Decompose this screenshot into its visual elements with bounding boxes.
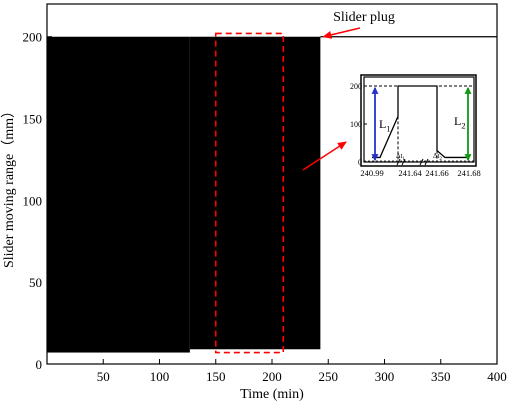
- x-tick-label: 250: [319, 369, 339, 384]
- y-tick-label: 100: [23, 193, 43, 208]
- x-tick-label: 300: [375, 369, 395, 384]
- x-tick-label: 100: [150, 369, 170, 384]
- series-0-band-0: [47, 36, 190, 353]
- x-tick-label: 150: [206, 369, 226, 384]
- x-axis-label: Time (min): [240, 387, 304, 402]
- x-tick-label: 200: [262, 369, 282, 384]
- main-axis-ticks: 50 100 150 200 250 300 350 400 0 50 100 150 200: [23, 30, 507, 384]
- slider-plug-arrow: [322, 27, 361, 39]
- zoom-arrow: [302, 141, 347, 171]
- inset-y-tick-label: 200: [350, 82, 362, 91]
- inset-dt1-label: Δt1: [396, 152, 405, 162]
- series-0-band-1: [189, 36, 321, 350]
- x-tick-label: 400: [487, 369, 507, 384]
- inset-x-tick-label: 241.66: [425, 168, 448, 178]
- inset-x-tick-label: 241.68: [457, 168, 480, 178]
- y-tick-label: 0: [36, 357, 43, 372]
- y-tick-label: 200: [23, 30, 43, 45]
- inset-y-tick-label: 0: [358, 158, 362, 167]
- inset-L2-label: L2: [454, 114, 466, 131]
- inset-background: [360, 74, 477, 167]
- inset-x-tick-label: 241.64: [398, 168, 422, 178]
- main-plot-area: [47, 36, 497, 353]
- main-annotations: Slider plug: [214, 10, 395, 354]
- inset-frame: [363, 76, 475, 163]
- inset-plot: 0 100 200 240.99 241.64 241.66 241.68 L1 L2 Δt1 Δt…: [350, 76, 481, 178]
- inset-dt2-label: Δt2: [433, 152, 442, 162]
- y-tick-label: 50: [29, 275, 42, 290]
- inset-series-line: [372, 85, 469, 159]
- y-tick-label: 150: [23, 112, 43, 127]
- highlight-window: [214, 32, 285, 354]
- inset-y-tick-label: 100: [350, 120, 362, 129]
- y-axis-label: Slider moving range（mm）: [1, 104, 17, 268]
- inset-L1-label: L1: [379, 117, 391, 134]
- x-tick-label: 350: [431, 369, 451, 384]
- x-tick-label: 50: [97, 369, 110, 384]
- slider-plug-label: Slider plug: [333, 10, 395, 25]
- inset-x-tick-label: 240.99: [360, 168, 383, 178]
